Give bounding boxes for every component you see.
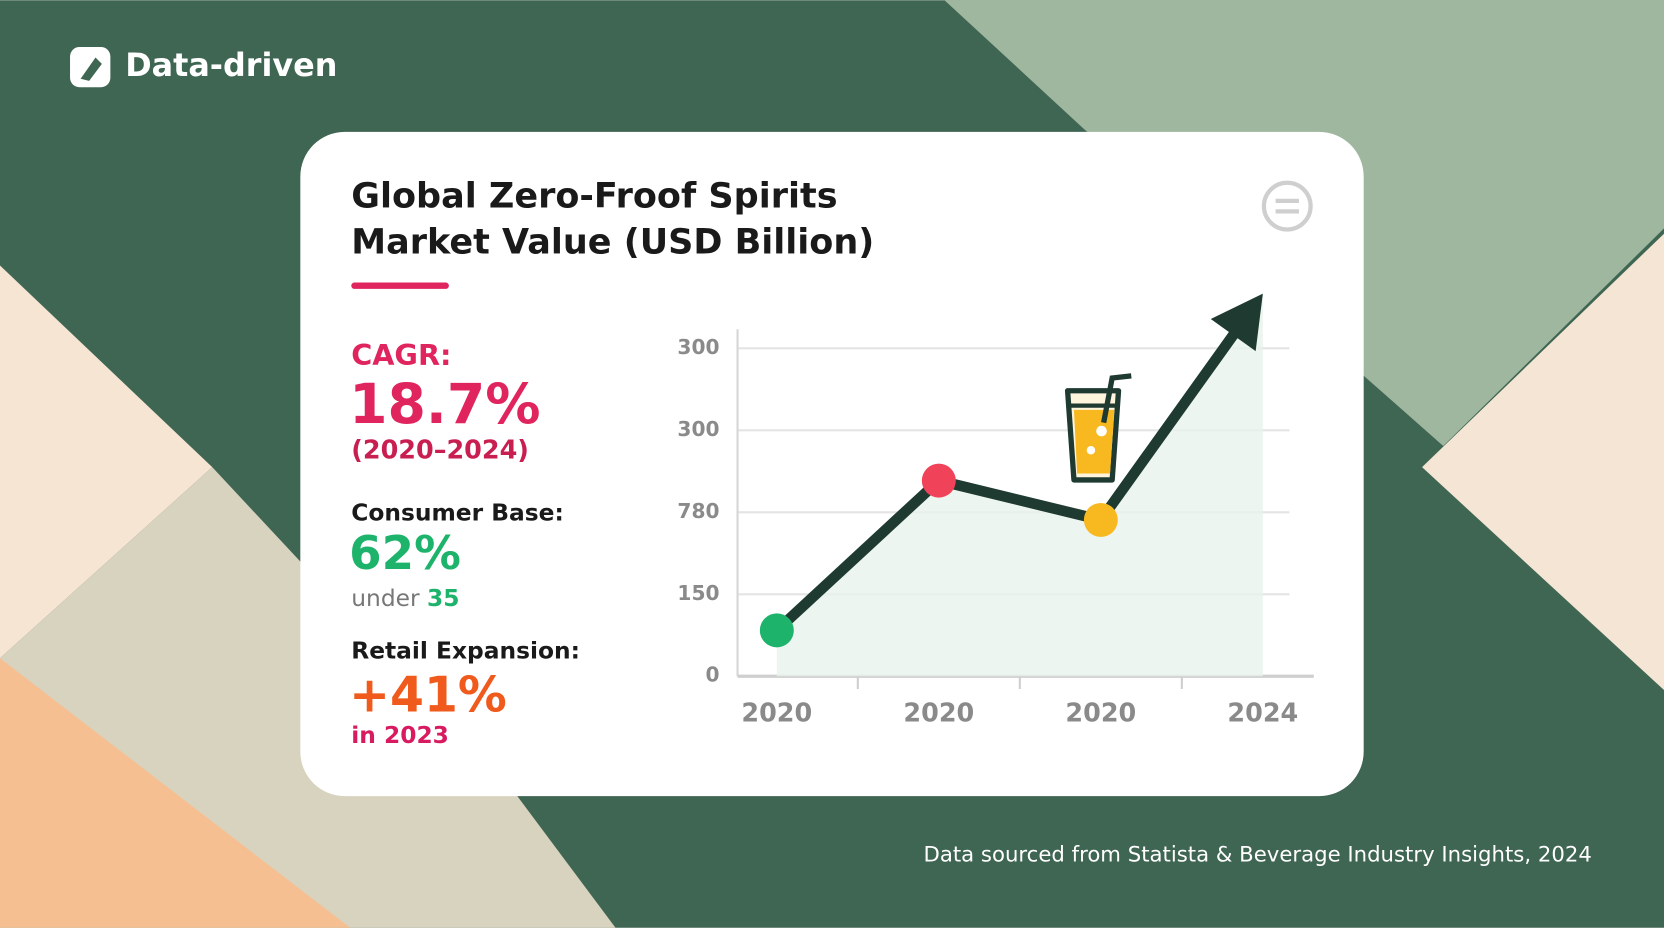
y-tick-label: 300 (677, 335, 719, 359)
brand: Data-driven (70, 46, 337, 88)
plot: 0 150 780 300 300 2020 2020 2020 2024 (677, 293, 1314, 728)
stat-value: +41% (349, 667, 507, 724)
stat-note: (2020–2024) (351, 435, 529, 465)
stat-label: Consumer Base: (351, 498, 564, 526)
stat-value: 18.7% (349, 373, 540, 437)
brand-name: Data-driven (125, 46, 337, 84)
line (771, 319, 1246, 636)
point (1083, 502, 1118, 537)
y-tick-label: 780 (677, 499, 719, 523)
point (759, 613, 794, 648)
bg-band (0, 658, 351, 928)
straw (1101, 373, 1132, 424)
stat-note-age: 35 (427, 583, 459, 611)
x-tick-label: 2024 (1227, 698, 1298, 728)
menu-icon[interactable] (1261, 180, 1313, 232)
menu-ring[interactable] (1261, 180, 1313, 232)
chart-title: Global Zero-Froof Spirits (351, 176, 837, 217)
drink-icon (1064, 373, 1132, 483)
bubble (1096, 425, 1107, 437)
stat-note-text: under (351, 583, 420, 611)
stat-label: CAGR: (351, 338, 451, 372)
y-tick-label: 150 (677, 581, 719, 605)
x-tick-label: 2020 (1065, 698, 1136, 728)
stat-note: under 35 (351, 583, 459, 611)
area (776, 293, 1263, 677)
chart-title: Market Value (USD Billion) (351, 221, 874, 262)
bubble (1086, 445, 1096, 455)
point (921, 463, 956, 498)
bg-band (1422, 233, 1664, 691)
stat-value: 62% (349, 527, 461, 581)
footer-source: Data sourced from Statista & Beverage In… (924, 843, 1592, 868)
x-tick-label: 2020 (741, 698, 812, 728)
x-tick-label: 2020 (903, 698, 974, 728)
title-underline (351, 282, 449, 289)
stat-label: Retail Expansion: (351, 636, 580, 664)
drink (1073, 409, 1115, 474)
y-tick-label: 0 (705, 663, 719, 687)
stat-note: in 2023 (351, 721, 449, 749)
brand-logo-mark (80, 57, 102, 81)
y-tick-label: 300 (677, 417, 719, 441)
arrowhead (1210, 293, 1263, 352)
bg-band (0, 265, 213, 659)
